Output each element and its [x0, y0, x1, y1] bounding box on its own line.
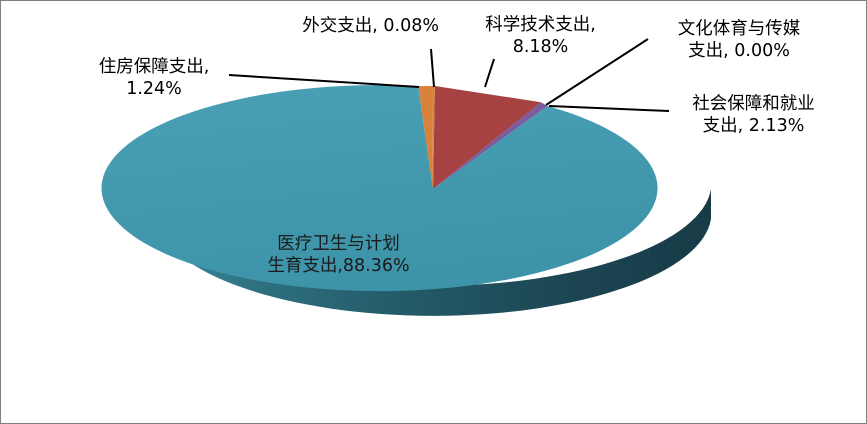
leader-line-housing — [228, 74, 420, 88]
pie-slices — [101, 85, 658, 292]
slice-label-diplomacy: 外交支出, 0.08% — [302, 16, 439, 36]
leader-line-social — [548, 105, 670, 112]
leader-line-diplomacy — [430, 48, 435, 88]
housing-slice — [418, 86, 433, 189]
social-security-slice — [433, 102, 548, 189]
leader-lines — [228, 38, 670, 112]
slice-label-science: 科学技术支出, 8.18% — [485, 15, 596, 58]
slice-label-social-security: 社会保障和就业 支出, 2.13% — [692, 94, 815, 137]
slice-label-culture-media: 文化体育与传媒 支出, 0.00% — [677, 19, 801, 62]
science-slice — [433, 86, 541, 189]
diplomacy-slice — [432, 86, 435, 189]
culture-media-slice — [433, 106, 548, 189]
slice-label-medical: 医疗卫生与计划 生育支出,88.36% — [267, 234, 410, 277]
leader-line-culture — [545, 38, 649, 106]
leader-line-science — [484, 58, 495, 88]
medical-slice — [101, 85, 658, 292]
slice-label-housing: 住房保障支出, 1.24% — [98, 57, 210, 100]
